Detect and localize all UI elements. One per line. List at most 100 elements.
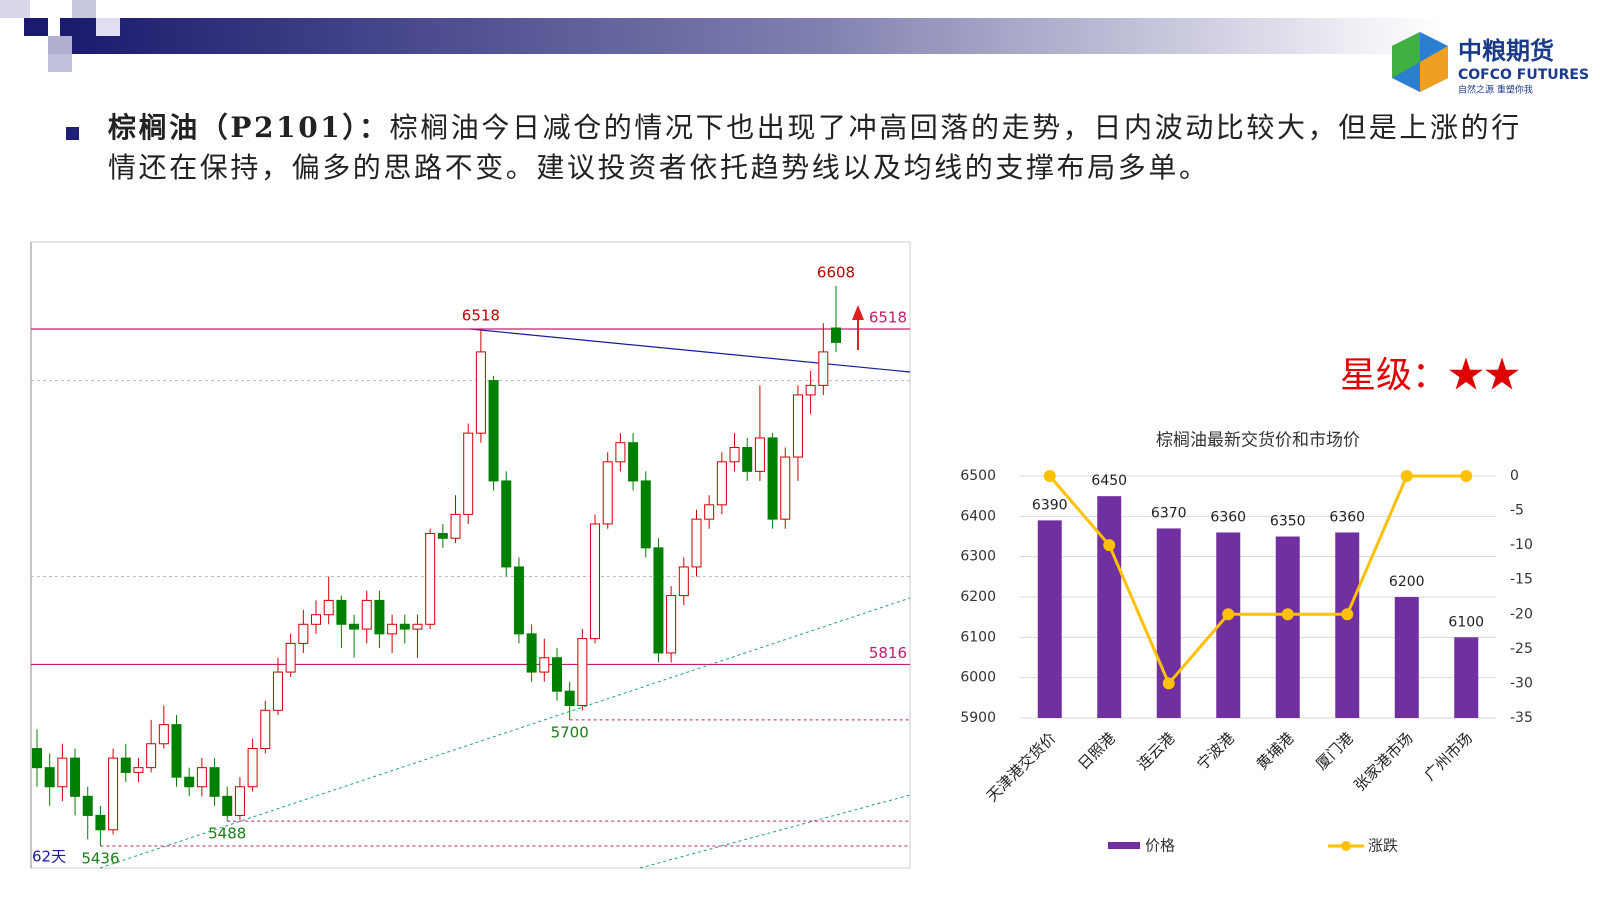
y-tick-label: 6300 <box>960 549 996 565</box>
candle-body <box>666 595 677 654</box>
legend-label: 涨跌 <box>1368 837 1398 855</box>
candle-body <box>171 724 182 778</box>
line-point <box>1400 470 1413 482</box>
candle-body <box>742 446 753 472</box>
candle-body <box>450 513 461 539</box>
candle-body <box>108 757 119 831</box>
bar-label: 6360 <box>1329 509 1365 525</box>
candle-body <box>82 795 93 816</box>
candle-body <box>615 442 626 463</box>
candle-body <box>349 623 360 630</box>
bar-label: 6390 <box>1032 497 1068 513</box>
candle-body <box>577 638 588 707</box>
bar <box>1454 637 1479 718</box>
chart-title: 棕榈油最新交货价和市场价 <box>1156 431 1360 451</box>
y-tick-label: 6500 <box>960 468 996 484</box>
y2-tick-label: -10 <box>1510 537 1533 553</box>
legend-swatch <box>1108 842 1140 849</box>
candle-body <box>437 532 448 539</box>
candle-body <box>425 532 436 625</box>
candle-body <box>133 767 144 773</box>
candle-body <box>184 776 195 788</box>
line-point <box>1162 677 1175 690</box>
period-label: 62天 <box>32 848 66 866</box>
candle-body <box>32 748 42 769</box>
candle-body <box>602 461 613 525</box>
logo-english: COFCO FUTURES <box>1458 67 1589 83</box>
candle-body <box>399 623 410 630</box>
level-label: 5816 <box>869 644 907 662</box>
candle-body <box>298 623 309 644</box>
bar <box>1394 597 1419 718</box>
trend-line <box>639 794 911 869</box>
y-tick-label: 6000 <box>960 670 996 686</box>
y2-tick-label: -30 <box>1510 675 1533 691</box>
price-annotation: 5436 <box>81 850 119 868</box>
line-point <box>1341 608 1354 621</box>
bar <box>1097 496 1122 718</box>
header-band <box>60 18 1440 54</box>
candle-body <box>640 480 651 549</box>
bar <box>1156 528 1181 718</box>
x-tick-label: 连云港 <box>1134 729 1179 774</box>
logo-icon <box>1420 46 1448 92</box>
candle-body <box>729 446 740 463</box>
candle-body <box>501 480 512 568</box>
y2-tick-label: -35 <box>1510 710 1533 726</box>
deco-square <box>0 0 30 18</box>
y2-tick-label: -5 <box>1510 503 1524 519</box>
trend-line <box>99 597 911 869</box>
x-tick-label: 天津港交货价 <box>983 729 1059 805</box>
candle-body <box>247 748 258 788</box>
candle-body <box>463 432 474 515</box>
deco-square <box>48 54 72 72</box>
y2-tick-label: -15 <box>1510 572 1533 588</box>
candle-body <box>323 599 334 616</box>
y2-tick-label: -25 <box>1510 641 1533 657</box>
up-arrow <box>852 305 864 320</box>
bullet-title: 棕榈油（P2101）： <box>108 111 390 144</box>
candle-body <box>767 437 778 520</box>
level-label: 6518 <box>869 308 907 326</box>
trend-line <box>469 328 911 373</box>
candle-body <box>539 657 550 673</box>
bullet-body: 棕榈油今日减仓的情况下也出现了冲高回落的走势，日内波动比较大，但是上涨的行情还在… <box>108 111 1522 184</box>
price-annotation: 6608 <box>817 263 855 281</box>
legend-label: 价格 <box>1145 837 1175 855</box>
line-point <box>1222 608 1235 621</box>
candle-body <box>196 767 207 788</box>
candle-body <box>792 394 803 458</box>
bar-label: 6200 <box>1389 574 1425 590</box>
candle-body <box>209 767 220 797</box>
candle-body <box>234 786 245 816</box>
deco-square <box>96 18 120 36</box>
line-point <box>1103 539 1116 552</box>
price-annotation: 5700 <box>551 723 589 741</box>
candle-body <box>336 599 347 625</box>
bar <box>1275 536 1300 718</box>
candle-body <box>754 437 765 472</box>
candle-panel <box>30 241 911 869</box>
y-tick-label: 5900 <box>960 710 996 726</box>
candle-body <box>513 566 524 635</box>
y-tick-label: 6400 <box>960 508 996 524</box>
candle-body <box>678 566 689 597</box>
bar-label: 6370 <box>1151 505 1187 521</box>
x-tick-label: 宁波港 <box>1193 729 1238 774</box>
logo-name: 中粮期货 <box>1458 37 1554 65</box>
candle-body <box>716 461 727 506</box>
y2-tick-label: 0 <box>1510 468 1519 484</box>
candle-body <box>120 757 131 773</box>
candle-body <box>780 456 791 520</box>
bullet-marker <box>66 127 79 140</box>
candle-body <box>70 757 81 797</box>
candle-body <box>805 384 816 396</box>
bar <box>1335 532 1360 718</box>
candle-body <box>831 327 841 343</box>
candle-body <box>387 623 398 635</box>
x-tick-label: 厦门港 <box>1312 729 1357 774</box>
candle-body <box>590 523 601 640</box>
candle-body <box>551 657 562 692</box>
candle-body <box>704 504 715 520</box>
